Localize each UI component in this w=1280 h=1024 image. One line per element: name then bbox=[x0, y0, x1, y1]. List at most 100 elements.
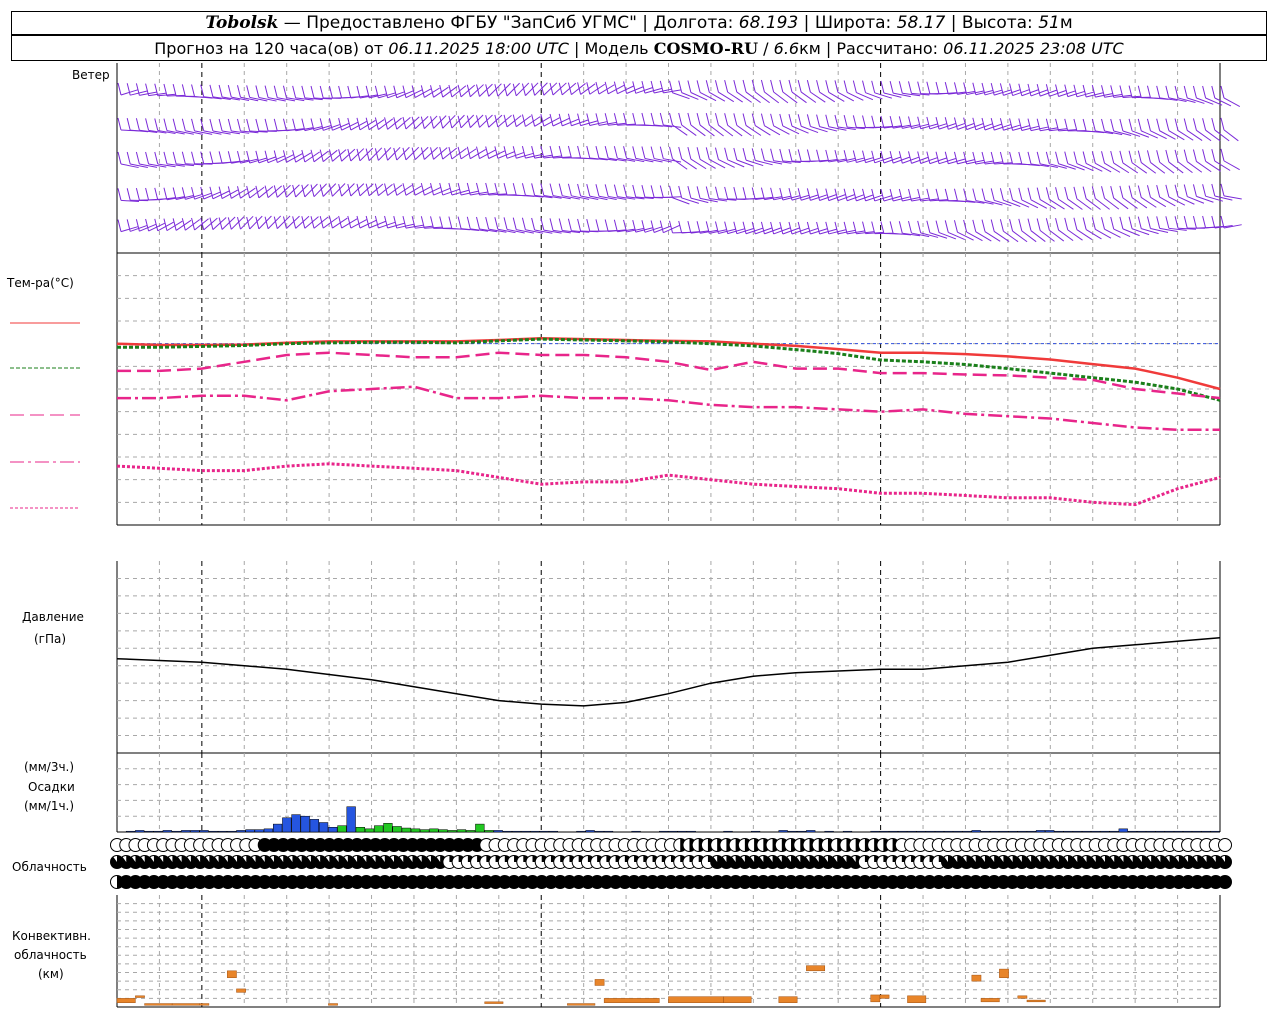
precip-bar bbox=[1137, 830, 1147, 833]
wind-barb-flag bbox=[347, 117, 352, 131]
wind-barb-flag bbox=[218, 186, 223, 199]
wind-barb-staff bbox=[1030, 163, 1049, 168]
wind-barb-staff bbox=[1067, 198, 1083, 210]
precip-bar bbox=[971, 830, 981, 833]
wind-barb-flag bbox=[797, 221, 802, 235]
wind-barb-flag bbox=[328, 85, 333, 99]
precip-bar bbox=[282, 817, 292, 833]
precip-bar bbox=[1155, 830, 1165, 833]
precip-bar bbox=[374, 825, 384, 833]
wind-barb-flag bbox=[163, 187, 168, 200]
wind-barb-flag bbox=[705, 113, 710, 126]
wind-barb-flag bbox=[944, 151, 949, 164]
wind-barb-flag bbox=[154, 218, 159, 231]
wind-barb-flag bbox=[264, 150, 269, 163]
wind-barb-staff bbox=[957, 200, 976, 203]
wind-barb-staff bbox=[258, 97, 277, 102]
wind-barb-flag bbox=[825, 221, 830, 235]
wind-barb-flag bbox=[1055, 118, 1060, 131]
wind-barb-flag bbox=[457, 146, 462, 159]
wind-barb-staff bbox=[1131, 130, 1150, 138]
wind-barb-flag bbox=[494, 217, 499, 230]
wind-barb-staff bbox=[267, 215, 282, 230]
wind-barb-staff bbox=[1168, 161, 1184, 174]
wind-barb-staff bbox=[359, 183, 374, 197]
wind-barb-staff bbox=[368, 147, 383, 161]
wind-barb-staff bbox=[166, 130, 185, 135]
wind-barb-flag bbox=[494, 146, 499, 159]
wind-barb-staff bbox=[727, 159, 745, 168]
wind-barb-flag bbox=[889, 116, 894, 129]
wind-barb-staff bbox=[479, 83, 493, 97]
wind-barb-staff bbox=[690, 197, 709, 204]
wind-barb-flag bbox=[301, 118, 306, 131]
wind-barb-flag bbox=[742, 148, 747, 161]
convective-bar bbox=[144, 1003, 173, 1006]
wind-barb-staff bbox=[451, 147, 467, 160]
wind-barb-flag bbox=[714, 147, 719, 160]
wind-barb-flag bbox=[641, 185, 646, 198]
wind-barb-flag bbox=[172, 118, 177, 131]
precip-bar bbox=[392, 826, 402, 833]
wind-barb-flag bbox=[1211, 183, 1216, 197]
wind-barb-flag bbox=[632, 220, 637, 233]
wind-barb-flag bbox=[549, 183, 554, 196]
wind-barb-flag bbox=[209, 217, 214, 230]
wind-barb-staff bbox=[791, 125, 809, 134]
wind-barb-flag bbox=[953, 82, 958, 95]
wind-barb-staff bbox=[258, 186, 274, 199]
wind-barb-staff bbox=[1205, 160, 1221, 172]
wind-barb-staff bbox=[387, 184, 403, 196]
wind-barb-staff bbox=[966, 200, 985, 204]
convective-bar bbox=[567, 1003, 596, 1006]
wind-barb-flag bbox=[301, 85, 306, 99]
wind-barb-flag bbox=[1082, 217, 1087, 230]
wind-barb-staff bbox=[451, 114, 465, 129]
wind-barb-flag bbox=[365, 215, 370, 229]
wind-barb-flag bbox=[613, 113, 618, 126]
wind-barb-staff bbox=[984, 199, 1003, 206]
wind-barb-staff bbox=[589, 195, 608, 201]
wind-barb-staff bbox=[690, 158, 707, 170]
wind-barb-flag bbox=[788, 187, 793, 201]
wind-barb-flag bbox=[338, 118, 343, 131]
wind-barb-staff bbox=[414, 146, 429, 161]
wind-barb-flag bbox=[282, 185, 287, 198]
wind-barb-staff bbox=[322, 217, 339, 229]
wind-barb-staff bbox=[359, 147, 374, 162]
wind-barb-flag bbox=[862, 115, 867, 128]
wind-barb-flag bbox=[1192, 85, 1197, 99]
wind-barb-staff bbox=[534, 82, 548, 96]
wind-barb-staff bbox=[1122, 197, 1138, 209]
wind-barb-staff bbox=[626, 196, 645, 200]
wind-barb-flag bbox=[806, 188, 811, 201]
wind-barb-flag bbox=[246, 85, 251, 98]
wind-barb-staff bbox=[690, 124, 706, 137]
wind-barb-staff bbox=[1196, 195, 1214, 203]
wind-barb-flag bbox=[1146, 150, 1151, 163]
wind-barb-flag bbox=[779, 187, 784, 201]
wind-barb-staff bbox=[148, 163, 167, 168]
wind-barb-flag bbox=[154, 83, 159, 96]
precip-bar bbox=[686, 830, 696, 833]
wind-barb-flag bbox=[356, 183, 361, 196]
wind-barb-flag bbox=[264, 118, 269, 132]
wind-barb-flag bbox=[852, 80, 857, 93]
precip-bar bbox=[1173, 830, 1184, 833]
precip-bar bbox=[1063, 830, 1073, 833]
wind-barb-flag bbox=[935, 81, 940, 95]
wind-barb-flag bbox=[641, 146, 646, 159]
wind-barb-staff bbox=[948, 231, 965, 241]
wind-barb-flag bbox=[577, 218, 582, 232]
wind-barb-flag bbox=[696, 112, 701, 126]
wind-barb-staff bbox=[561, 82, 577, 96]
wind-barb-flag bbox=[393, 183, 398, 196]
wind-barb-flag bbox=[117, 117, 122, 131]
wind-barb-flag bbox=[604, 219, 609, 232]
wind-barb-staff bbox=[470, 228, 489, 232]
wind-barb-flag bbox=[999, 188, 1004, 201]
wind-barb-staff bbox=[433, 147, 448, 160]
wind-barb-flag bbox=[1137, 185, 1142, 198]
wind-barb-flag bbox=[806, 114, 811, 127]
wind-barb-flag bbox=[384, 148, 389, 161]
